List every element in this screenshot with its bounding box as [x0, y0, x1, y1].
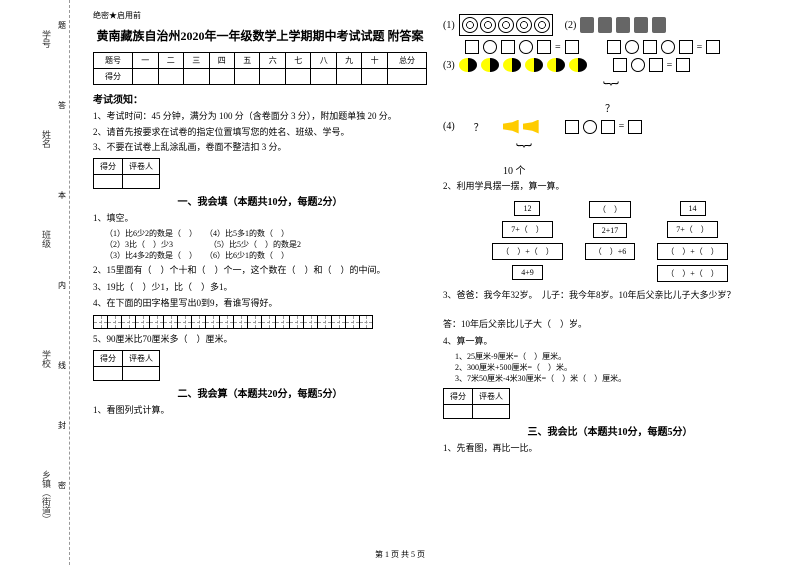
- robot-icon: [580, 17, 594, 33]
- robot-icon: [598, 17, 612, 33]
- flower-icon: [480, 17, 496, 33]
- binding-label-class: 班级: [40, 230, 53, 248]
- q3: 3、19比（ ）少1，比（ ）多1。: [93, 281, 427, 295]
- binding-label-town: 乡镇（街道）: [40, 470, 53, 524]
- writing-grid: [93, 315, 427, 329]
- horn-icon: [523, 120, 539, 134]
- bee-icon: [459, 58, 477, 72]
- op-circle[interactable]: [483, 40, 497, 54]
- exam-page: 学号 姓名 班级 学校 乡镇（街道） 题 答 本 内 线 封 密 绝密★启用前 …: [0, 0, 800, 565]
- brace-icon: ︸: [443, 76, 777, 100]
- op-circle[interactable]: [583, 120, 597, 134]
- grader-table: 得分评卷人: [443, 388, 510, 419]
- notice-item: 3、不要在试卷上乱涂乱画，卷面不整洁扣 3 分。: [93, 141, 427, 154]
- answer-box[interactable]: [565, 40, 579, 54]
- seal-char: 线: [58, 360, 66, 371]
- flower-icon: [462, 17, 478, 33]
- binding-margin: 学号 姓名 班级 学校 乡镇（街道） 题 答 本 内 线 封 密: [0, 0, 70, 565]
- flower-icon: [534, 17, 550, 33]
- answer-box[interactable]: [649, 58, 663, 72]
- grader-table: 得分评卷人: [93, 158, 160, 189]
- q5: 5、90厘米比70厘米多（ ）厘米。: [93, 333, 427, 347]
- flower-icon: [498, 17, 514, 33]
- answer-box[interactable]: [537, 40, 551, 54]
- q1: 1、填空。: [93, 212, 427, 226]
- equation-row: = =: [443, 40, 777, 54]
- answer-box[interactable]: [607, 40, 621, 54]
- s2-q3-answer: 答：10年后父亲比儿子大（ ）岁。: [443, 318, 777, 332]
- q1-sub: （3）比4多2的数是（ ） （6）比6少1的数（ ）: [105, 250, 427, 261]
- question-mark: ？: [443, 100, 777, 115]
- picture-q4: (4) ？ =: [443, 119, 777, 134]
- answer-box[interactable]: [613, 58, 627, 72]
- op-circle[interactable]: [519, 40, 533, 54]
- horn-icon: [503, 120, 519, 134]
- content-area: 绝密★启用前 黄南藏族自治州2020年一年级数学上学期期中考试试题 附答案 题号…: [70, 0, 800, 565]
- s2-q2: 2、利用学具摆一摆，算一算。: [443, 180, 777, 194]
- q2: 2、15里面有（ ）个十和（ ）个一，这个数在（ ）和（ ）的中间。: [93, 264, 427, 278]
- q1-sub: （1）比6少2的数是（ ） （4）比5多1的数（ ）: [105, 228, 427, 239]
- bee-icon: [503, 58, 521, 72]
- exam-title: 黄南藏族自治州2020年一年级数学上学期期中考试试题 附答案: [93, 27, 427, 44]
- seal-char: 密: [58, 480, 66, 491]
- score-table: 题号 一 二 三 四 五 六 七 八 九 十 总分 得分: [93, 52, 427, 85]
- picture-q1: (1) (2): [443, 14, 777, 36]
- table-row: 题号 一 二 三 四 五 六 七 八 九 十 总分: [94, 53, 427, 69]
- answer-box[interactable]: [679, 40, 693, 54]
- bee-icon: [481, 58, 499, 72]
- section-1-title: 一、我会填（本题共10分，每题2分）: [93, 193, 427, 208]
- s2-q4-item: 3、7米50厘米-4米30厘米=（ ）米（ ）厘米。: [455, 373, 777, 384]
- bee-icon: [569, 58, 587, 72]
- s2-q1: 1、看图列式计算。: [93, 404, 427, 418]
- seal-char: 题: [58, 20, 66, 31]
- secret-label: 绝密★启用前: [93, 10, 427, 21]
- page-footer: 第 1 页 共 5 页: [0, 549, 800, 560]
- robot-icon: [634, 17, 648, 33]
- seal-char: 本: [58, 190, 66, 201]
- section-2-title: 二、我会算（本题共20分，每题5分）: [93, 385, 427, 400]
- answer-box[interactable]: [465, 40, 479, 54]
- binding-label-name: 姓名: [40, 130, 53, 148]
- picture-q3: (3) =: [443, 58, 777, 72]
- seal-char: 内: [58, 280, 66, 291]
- q1-sub: （2）3比（ ）少3 （5）比5少（ ）的数是2: [105, 239, 427, 250]
- right-column: (1) (2): [435, 10, 785, 555]
- op-circle[interactable]: [631, 58, 645, 72]
- answer-box[interactable]: [643, 40, 657, 54]
- ten-label: 10 个: [503, 162, 777, 177]
- answer-box[interactable]: [676, 58, 690, 72]
- answer-box[interactable]: [601, 120, 615, 134]
- left-column: 绝密★启用前 黄南藏族自治州2020年一年级数学上学期期中考试试题 附答案 题号…: [85, 10, 435, 555]
- flower-icon: [516, 17, 532, 33]
- ladder-diagram: 12 7+（ ） （ ）+（ ） 4+9 （ ） 2+17 （ ）+6 14 7…: [443, 197, 777, 286]
- notice-item: 1、考试时间：45 分钟，满分为 100 分（含卷面分 3 分），附加题单独 2…: [93, 110, 427, 123]
- bee-icon: [525, 58, 543, 72]
- q4: 4、在下面的田字格里写出0到9，看谁写得好。: [93, 297, 427, 311]
- brace-icon: ︸: [463, 138, 583, 162]
- section-3-title: 三、我会比（本题共10分，每题5分）: [443, 423, 777, 438]
- binding-label-id: 学号: [40, 30, 53, 48]
- bee-icon: [547, 58, 565, 72]
- s2-q4-item: 2、300厘米+500厘米=（ ）米。: [455, 362, 777, 373]
- binding-label-school: 学校: [40, 350, 53, 368]
- answer-box[interactable]: [628, 120, 642, 134]
- s3-q1: 1、先看图，再比一比。: [443, 442, 777, 456]
- answer-box[interactable]: [706, 40, 720, 54]
- op-circle[interactable]: [625, 40, 639, 54]
- s2-q4-item: 1、25厘米-9厘米=（ ）厘米。: [455, 351, 777, 362]
- seal-char: 封: [58, 420, 66, 431]
- grader-table: 得分评卷人: [93, 350, 160, 381]
- s2-q4: 4、算一算。: [443, 335, 777, 349]
- table-row: 得分: [94, 69, 427, 85]
- op-circle[interactable]: [661, 40, 675, 54]
- answer-box[interactable]: [565, 120, 579, 134]
- robot-icon: [652, 17, 666, 33]
- seal-char: 答: [58, 100, 66, 111]
- robot-icon: [616, 17, 630, 33]
- s2-q3: 3、爸爸：我今年32岁。 儿子：我今年8岁。10年后父亲比儿子大多少岁？: [443, 289, 777, 303]
- notice-item: 2、请首先按要求在试卷的指定位置填写您的姓名、班级、学号。: [93, 126, 427, 139]
- answer-box[interactable]: [501, 40, 515, 54]
- notice-title: 考试须知：: [93, 91, 427, 106]
